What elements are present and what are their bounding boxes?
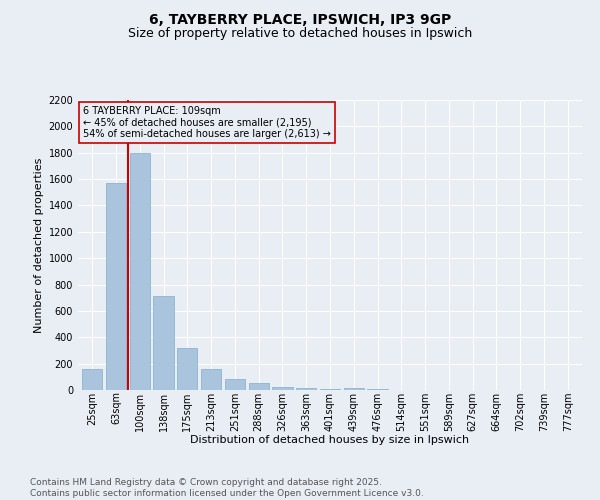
Bar (177, 348, 197, 390)
Bar (367, 389, 388, 390)
Bar (82, 369, 103, 390)
Bar (130, 152, 150, 390)
Bar (296, 388, 316, 390)
Y-axis label: Number of detached properties: Number of detached properties (34, 158, 44, 332)
Bar (344, 388, 364, 390)
Text: Contains HM Land Registry data © Crown copyright and database right 2025.
Contai: Contains HM Land Registry data © Crown c… (30, 478, 424, 498)
Bar (272, 386, 293, 390)
Bar (225, 379, 245, 390)
Bar (248, 384, 269, 390)
Bar (106, 183, 126, 390)
Bar (320, 388, 340, 390)
Text: 6, TAYBERRY PLACE, IPSWICH, IP3 9GP: 6, TAYBERRY PLACE, IPSWICH, IP3 9GP (149, 12, 451, 26)
Text: 6 TAYBERRY PLACE: 109sqm
← 45% of detached houses are smaller (2,195)
54% of sem: 6 TAYBERRY PLACE: 109sqm ← 45% of detach… (83, 106, 331, 139)
Bar (154, 296, 173, 390)
Bar (201, 369, 221, 390)
X-axis label: Distribution of detached houses by size in Ipswich: Distribution of detached houses by size … (190, 435, 470, 445)
Text: Size of property relative to detached houses in Ipswich: Size of property relative to detached ho… (128, 28, 472, 40)
